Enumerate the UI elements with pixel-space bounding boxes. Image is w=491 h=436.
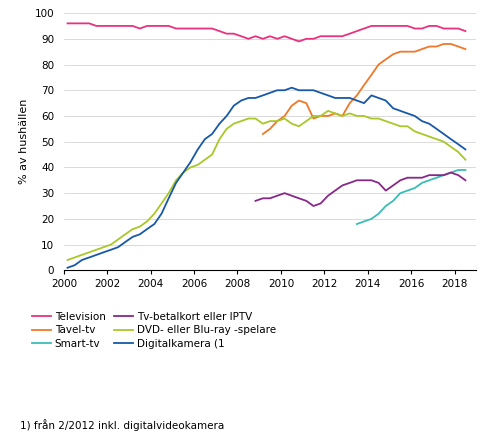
Y-axis label: % av hushällen: % av hushällen	[19, 99, 29, 184]
Legend: Television, Tavel-tv, Smart-tv, Tv-betalkort eller IPTV, DVD- eller Blu-ray -spe: Television, Tavel-tv, Smart-tv, Tv-betal…	[32, 312, 276, 349]
Text: 1) från 2/2012 inkl. digitalvideokamera: 1) från 2/2012 inkl. digitalvideokamera	[20, 419, 224, 432]
